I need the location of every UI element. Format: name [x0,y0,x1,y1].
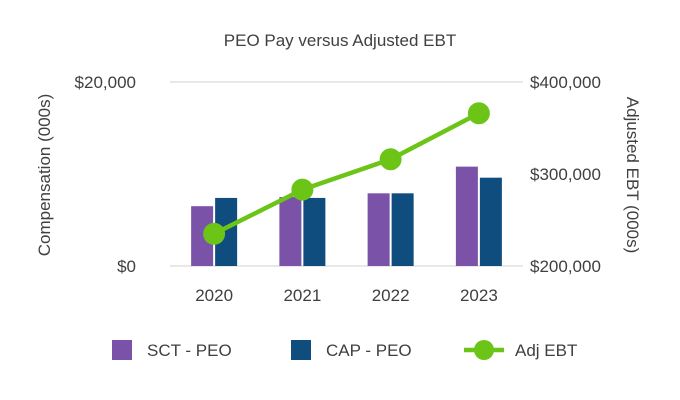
bar-cap-peo-2023 [479,177,502,266]
y-right-tick: $200,000 [530,257,601,276]
bars [191,166,502,266]
bar-cap-peo-2020 [215,197,238,266]
bar-sct-peo-2020 [191,206,214,266]
bar-cap-peo-2022 [391,193,414,266]
x-tick-2020: 2020 [195,286,233,305]
ebt-line [203,102,490,245]
y-left-axis-label: Compensation (000s) [35,94,54,257]
point-adj-ebt-2021 [291,178,314,201]
bar-sct-peo-2022 [367,193,390,266]
y-right-axis-label: Adjusted EBT (000s) [623,97,642,254]
legend-marker-adj-ebt [474,340,494,360]
legend-swatch-cap-peo [291,340,311,360]
y-right-tick: $300,000 [530,165,601,184]
x-tick-2021: 2021 [283,286,321,305]
legend: SCT - PEO CAP - PEO Adj EBT [112,340,577,360]
legend-swatch-sct-peo [112,340,132,360]
x-tick-labels: 2020 2021 2022 2023 [195,286,498,305]
chart-title: PEO Pay versus Adjusted EBT [224,31,456,50]
y-left-tick: $0 [117,257,136,276]
legend-label-cap-peo: CAP - PEO [326,341,412,360]
x-tick-2022: 2022 [372,286,410,305]
bar-sct-peo-2021 [279,197,302,266]
bar-cap-peo-2021 [303,197,326,266]
y-left-tick: $20,000 [75,73,136,92]
x-tick-2023: 2023 [460,286,498,305]
y-left-tick-labels: $0 $20,000 [75,73,136,276]
point-adj-ebt-2022 [379,148,402,171]
point-adj-ebt-2023 [467,102,490,125]
legend-label-adj-ebt: Adj EBT [515,341,577,360]
bar-sct-peo-2023 [455,166,478,266]
series-line-adj-ebt [213,111,480,236]
point-adj-ebt-2020 [203,222,226,245]
y-right-tick: $400,000 [530,73,601,92]
y-right-tick-labels: $200,000 $300,000 $400,000 [530,73,601,276]
legend-label-sct-peo: SCT - PEO [147,341,232,360]
